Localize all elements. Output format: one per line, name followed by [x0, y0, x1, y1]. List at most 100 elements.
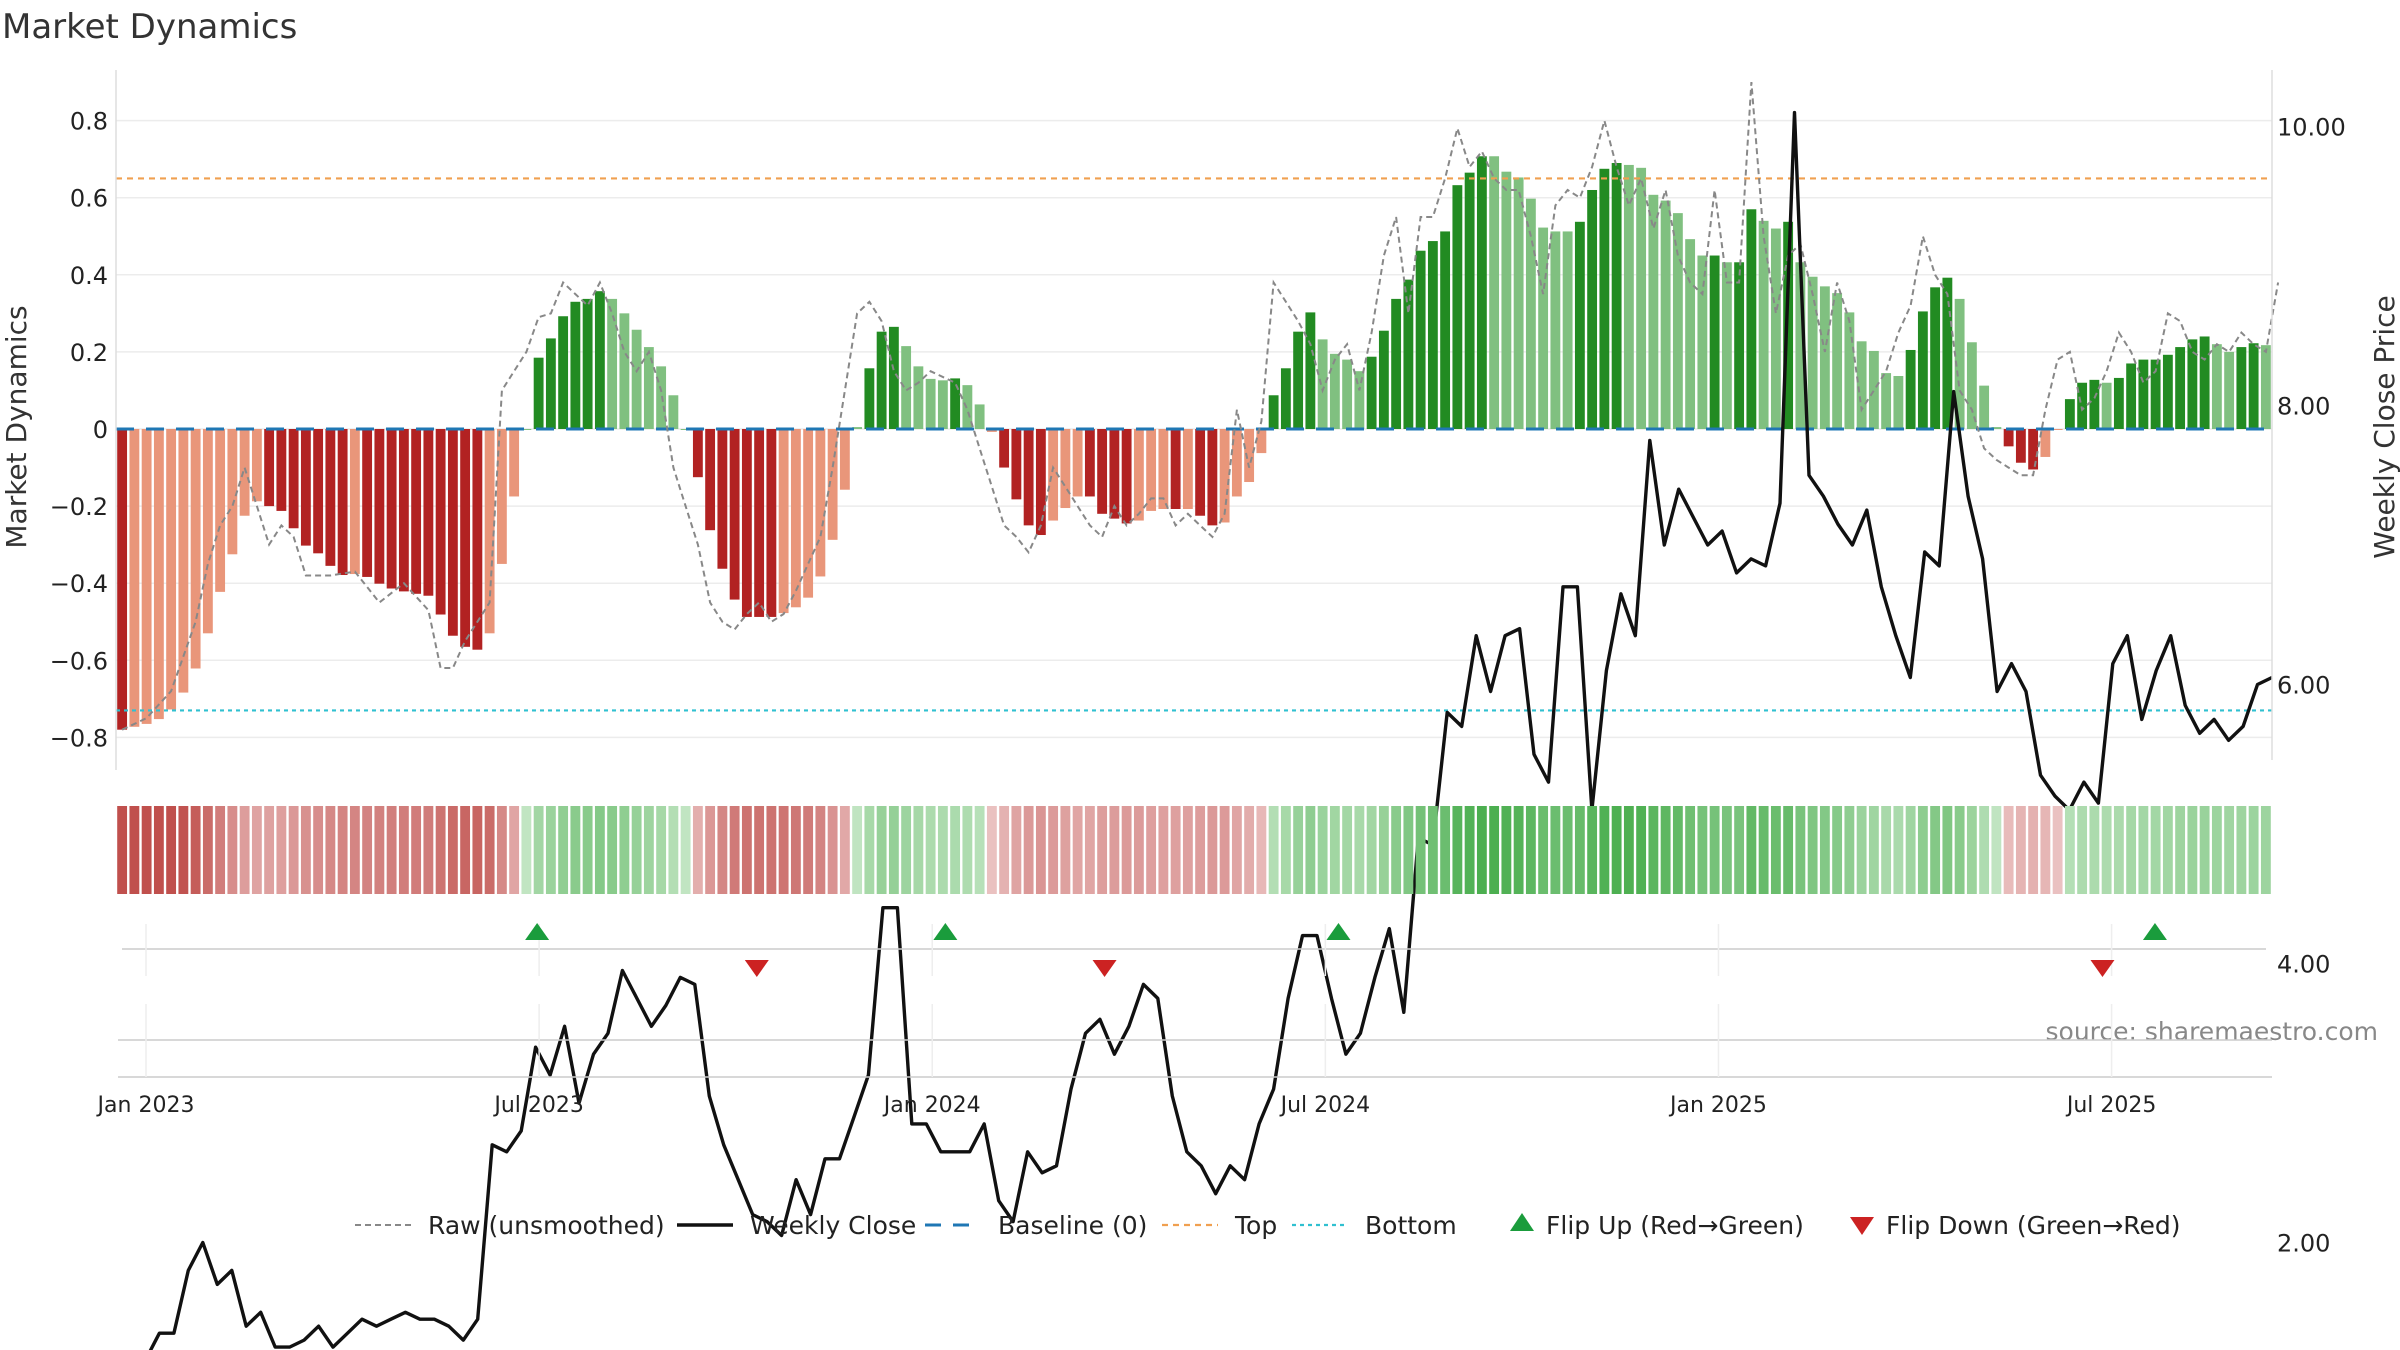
momentum-bar	[2113, 377, 2124, 429]
regime-cell	[852, 806, 863, 894]
momentum-bar	[1648, 194, 1659, 429]
momentum-bar	[472, 429, 483, 650]
momentum-bar	[668, 395, 679, 429]
regime-cell	[1084, 806, 1095, 894]
regime-cell	[1109, 806, 1120, 894]
flip-up-marker	[2142, 923, 2167, 940]
regime-cell	[2199, 806, 2210, 894]
regime-cell	[1231, 806, 1242, 894]
regime-cell	[190, 806, 201, 894]
regime-cell	[1905, 806, 1916, 894]
momentum-bar	[496, 429, 507, 564]
regime-cell	[1966, 806, 1977, 894]
regime-cell	[1072, 806, 1083, 894]
y-right-tick-label: 8.00	[2277, 393, 2330, 421]
regime-cell	[888, 806, 899, 894]
regime-cell	[1305, 806, 1316, 894]
regime-cell	[913, 806, 924, 894]
regime-cell	[325, 806, 336, 894]
x-tick-label: Jan 2023	[96, 1093, 195, 1118]
momentum-bar	[594, 291, 605, 429]
regime-cell	[2089, 806, 2100, 894]
regime-cell	[1893, 806, 1904, 894]
momentum-bar	[1097, 429, 1108, 514]
regime-cell	[1060, 806, 1071, 894]
x-tick-label: Jan 2025	[1668, 1093, 1767, 1118]
legend-item: Baseline (0)	[925, 1211, 1147, 1240]
momentum-bar	[460, 429, 471, 647]
momentum-bar	[741, 429, 752, 617]
momentum-bar	[398, 429, 409, 592]
regime-cell	[300, 806, 311, 894]
regime-cell	[790, 806, 801, 894]
momentum-bar	[349, 429, 360, 575]
momentum-bar	[1391, 298, 1402, 429]
regime-cell	[2211, 806, 2222, 894]
regime-cell	[619, 806, 630, 894]
momentum-bar	[1672, 213, 1683, 429]
regime-cell	[2175, 806, 2186, 894]
momentum-bar	[423, 429, 434, 596]
y-axis-right-label: Weekly Close Price	[2368, 295, 2400, 558]
momentum-bar	[545, 338, 556, 429]
regime-cell	[1881, 806, 1892, 894]
x-tick-label: Jul 2024	[1279, 1093, 1371, 1118]
regime-cell	[1513, 806, 1524, 894]
momentum-bar	[2015, 429, 2026, 463]
momentum-bar	[227, 429, 238, 555]
regime-cell	[1415, 806, 1426, 894]
momentum-bar	[1685, 239, 1696, 429]
regime-cell	[129, 806, 140, 894]
momentum-bar	[1158, 429, 1169, 509]
regime-cell	[2003, 806, 2014, 894]
regime-cell	[937, 806, 948, 894]
regime-cell	[1403, 806, 1414, 894]
regime-cell	[876, 806, 887, 894]
momentum-bar	[521, 429, 532, 430]
regime-cell	[521, 806, 532, 894]
flip-panel: Jan 2023 Jul 2023 Jan 2024 Jul 2024 Jan 2025…	[96, 923, 2272, 1118]
momentum-bar	[876, 331, 887, 429]
regime-cell	[1819, 806, 1830, 894]
regime-cell	[1427, 806, 1438, 894]
regime-cell	[1219, 806, 1230, 894]
momentum-bar	[1734, 262, 1745, 429]
momentum-bar	[852, 427, 863, 429]
momentum-bar	[533, 357, 544, 429]
regime-cell	[631, 806, 642, 894]
regime-cell	[1452, 806, 1463, 894]
momentum-bar	[999, 429, 1010, 468]
momentum-bar	[2187, 339, 2198, 429]
regime-cell	[692, 806, 703, 894]
regime-cell	[1550, 806, 1561, 894]
momentum-bar	[582, 298, 593, 429]
momentum-bar	[864, 368, 875, 429]
momentum-bar	[1476, 156, 1487, 430]
momentum-bar	[239, 429, 250, 516]
y-left-tick-label: 0.8	[70, 108, 108, 136]
momentum-bar	[1329, 353, 1340, 429]
momentum-bar	[1856, 341, 1867, 429]
regime-cell	[594, 806, 605, 894]
momentum-bar	[1832, 293, 1843, 429]
momentum-bar	[251, 429, 262, 502]
regime-cell	[545, 806, 556, 894]
regime-cell	[1207, 806, 1218, 894]
legend-label: Raw (unsmoothed)	[428, 1211, 665, 1240]
momentum-bar	[643, 347, 654, 429]
regime-cell	[1476, 806, 1487, 894]
regime-cell	[925, 806, 936, 894]
momentum-bar	[1415, 250, 1426, 429]
x-tick-label: Jul 2023	[492, 1093, 584, 1118]
momentum-bar	[2236, 347, 2247, 429]
series-lines	[121, 82, 2280, 1350]
regime-cell	[215, 806, 226, 894]
regime-cell	[2162, 806, 2173, 894]
y-right-tick-label: 2.00	[2277, 1230, 2330, 1258]
momentum-bar	[1746, 209, 1757, 429]
regime-cell	[2052, 806, 2063, 894]
flip-up-marker	[933, 923, 958, 940]
y-left-tick-label: −0.2	[50, 493, 108, 521]
regime-cell	[1979, 806, 1990, 894]
